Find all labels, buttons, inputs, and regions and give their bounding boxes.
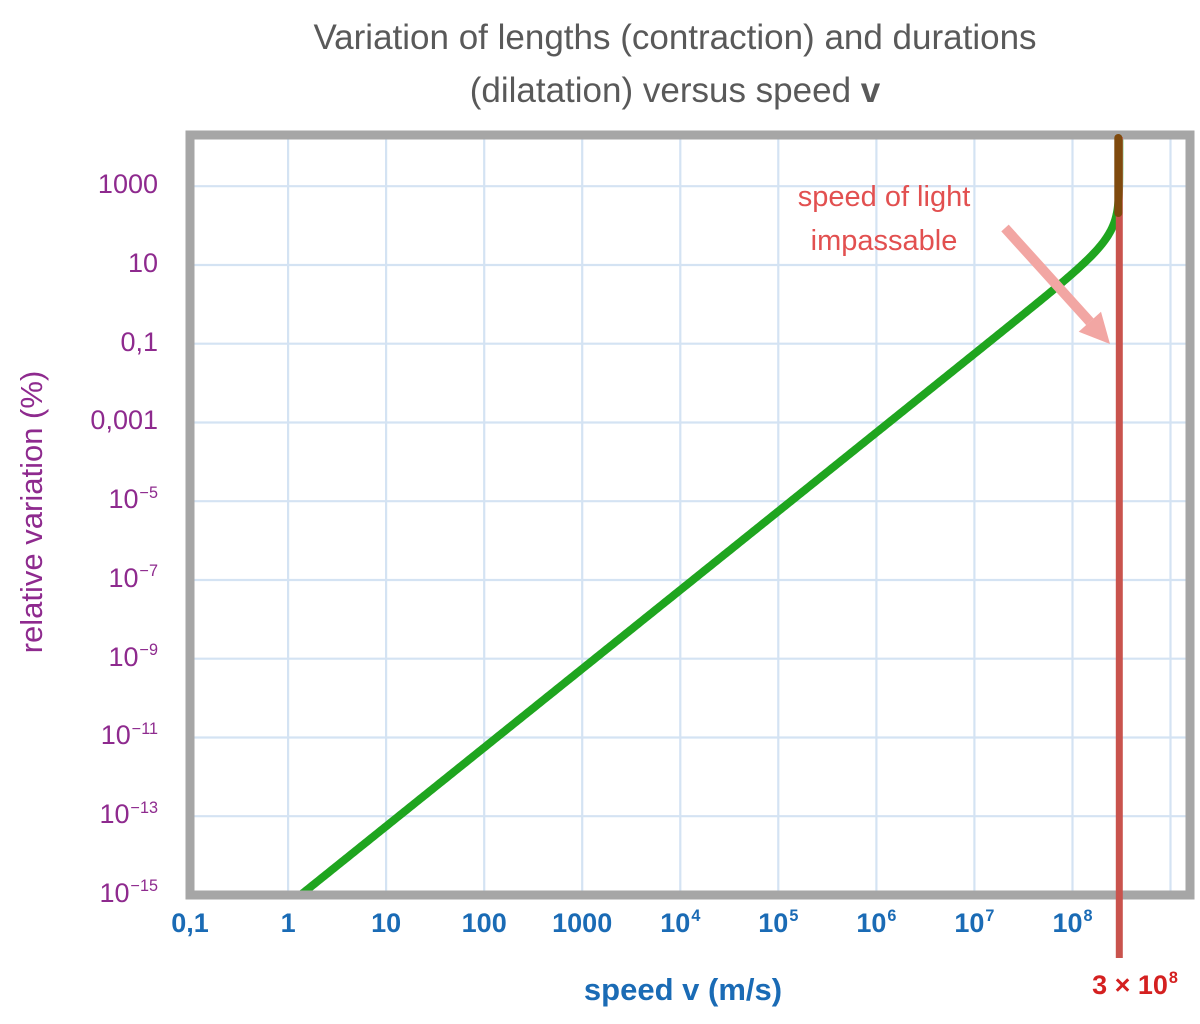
- annotation-arrow-shaft: [1001, 224, 1094, 326]
- y-tick-label: 10: [127, 247, 158, 278]
- x-axis-speed-symbol: v: [682, 972, 700, 1007]
- chart-title: Variation of lengths (contraction) and d…: [150, 12, 1200, 117]
- x-tick-label: 100: [461, 908, 507, 938]
- y-tick-label: 10−13: [99, 798, 158, 830]
- y-tick-label: 0,1: [120, 326, 158, 357]
- chart-title-line1: Variation of lengths (contraction) and d…: [313, 18, 1037, 57]
- x-tick-label: 108: [1052, 907, 1093, 938]
- tick-exponent: 8: [1083, 907, 1093, 926]
- x-tick-label: 107: [954, 907, 995, 938]
- speed-of-light-value-main: 3 × 10: [1092, 970, 1168, 1000]
- tick-exponent: −15: [130, 877, 158, 896]
- tick-exponent: 5: [789, 907, 799, 926]
- x-tick-label: 106: [856, 907, 897, 938]
- y-tick-label: 10−7: [108, 562, 158, 593]
- y-tick-label: 0,001: [90, 405, 158, 436]
- annotation-line2: impassable: [810, 224, 958, 257]
- tick-exponent: 6: [887, 907, 897, 926]
- annotation-speed-of-light: speed of light impassable: [798, 176, 971, 263]
- tick-exponent: −13: [130, 798, 158, 817]
- x-tick-label: 1: [280, 908, 296, 938]
- x-tick-label: 104: [660, 907, 701, 938]
- x-tick-label: 0,1: [171, 908, 209, 938]
- tick-exponent: −9: [139, 641, 158, 660]
- tick-exponent: −11: [131, 719, 158, 738]
- x-axis-title-prefix: speed: [583, 972, 683, 1007]
- plot-frame: [185, 130, 1195, 900]
- y-tick-label: 10−11: [100, 719, 158, 751]
- y-axis-title: relative variation (%): [14, 370, 49, 654]
- x-tick-label: 1000: [552, 908, 613, 938]
- chart-title-line2: (dilatation) versus speed v: [150, 65, 1200, 118]
- tick-exponent: −5: [139, 483, 158, 502]
- tick-exponent: −7: [139, 562, 158, 581]
- x-axis-title: speed v (m/s): [584, 972, 782, 1008]
- chart-title-speed-symbol: v: [860, 70, 881, 110]
- y-tick-label: 10−15: [99, 877, 158, 908]
- tick-exponent: 4: [691, 907, 701, 926]
- relative-variation-curve: [296, 135, 1124, 895]
- tick-exponent: 7: [985, 907, 995, 926]
- annotation-arrow-head: [1078, 311, 1110, 344]
- y-tick-label: 10−9: [108, 641, 158, 672]
- x-tick-label: 10: [371, 908, 402, 938]
- x-tick-label: 105: [758, 907, 799, 938]
- y-tick-label: 1000: [97, 169, 158, 200]
- y-tick-label: 10−5: [108, 483, 158, 515]
- speed-of-light-value-exponent: 8: [1168, 969, 1178, 988]
- x-axis-title-suffix: (m/s): [699, 972, 783, 1007]
- chart-title-line2-text: (dilatation) versus speed: [469, 70, 861, 110]
- speed-of-light-value-label: 3 × 108: [1092, 969, 1178, 1001]
- annotation-line1: speed of light: [797, 181, 971, 213]
